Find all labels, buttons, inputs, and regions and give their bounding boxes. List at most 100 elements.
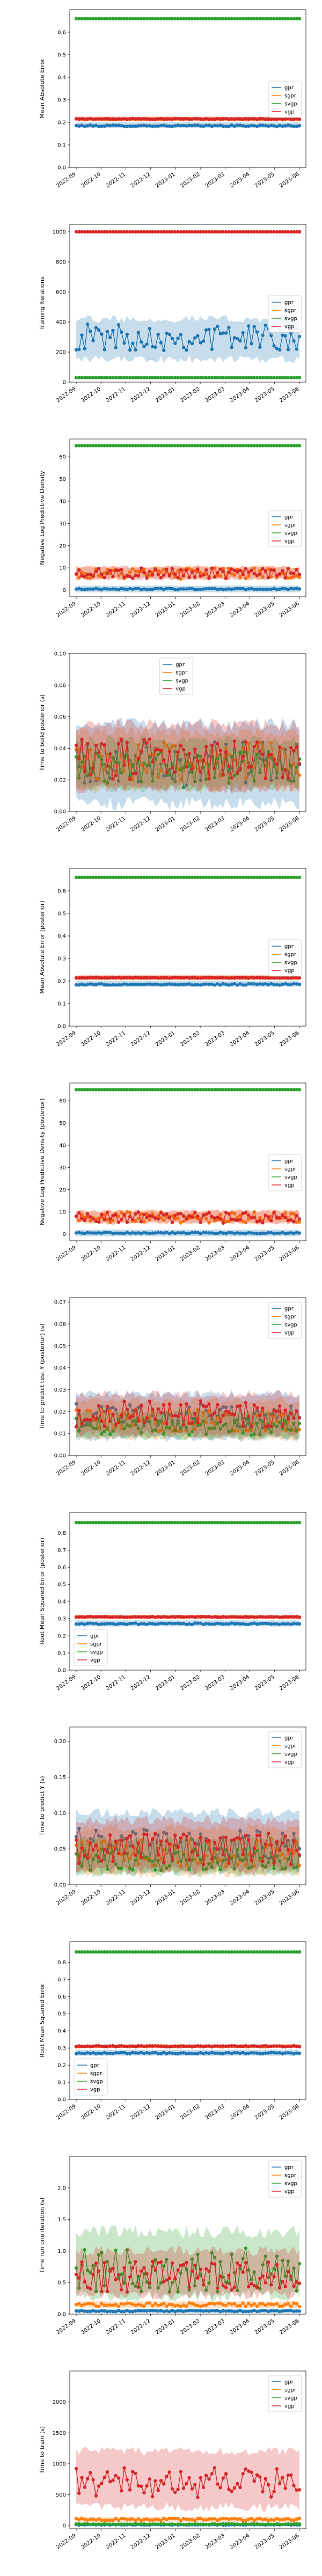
data-point-gpr — [230, 587, 233, 591]
data-point-vgp — [232, 230, 237, 234]
data-point-gpr — [159, 341, 163, 345]
data-point-vgp — [148, 1214, 152, 1218]
data-point-vgp — [156, 230, 160, 234]
data-point-vgp — [216, 230, 219, 234]
data-point-gpr — [232, 124, 237, 128]
data-point-svgp — [83, 376, 86, 379]
data-point-svgp — [252, 376, 256, 379]
data-point-gpr — [207, 2309, 211, 2313]
data-point-svgp — [250, 17, 253, 20]
data-point-gpr — [128, 124, 132, 128]
data-point-svgp — [289, 444, 293, 448]
data-point-gpr — [145, 982, 149, 986]
data-point-gpr — [238, 2051, 242, 2055]
data-point-vgp — [151, 2259, 155, 2264]
data-point-svgp — [85, 444, 90, 448]
data-point-vgp — [145, 741, 149, 745]
data-point-vgp — [247, 765, 251, 769]
data-point-gpr — [136, 1231, 140, 1235]
data-point-sgpr — [136, 2517, 140, 2521]
x-tick-label: 2022-10 — [80, 1674, 102, 1692]
data-point-vgp — [244, 1833, 248, 1838]
data-point-gpr — [162, 123, 166, 127]
data-point-gpr — [201, 587, 206, 591]
data-point-vgp — [213, 1411, 217, 1415]
data-point-vgp — [165, 567, 169, 571]
data-point-vgp — [134, 573, 137, 577]
x-tick-label: 2023-03 — [204, 815, 226, 833]
data-point-vgp — [295, 1409, 298, 1414]
data-point-gpr — [173, 1231, 177, 1235]
data-point-vgp — [128, 2275, 132, 2279]
data-point-gpr — [281, 124, 284, 128]
legend-label-gpr: gpr — [284, 85, 294, 91]
data-point-gpr — [139, 123, 143, 128]
data-point-vgp — [297, 2045, 302, 2048]
data-point-vgp — [244, 230, 248, 234]
data-point-vgp — [151, 118, 155, 121]
data-point-vgp — [134, 772, 137, 775]
data-point-vgp — [187, 752, 191, 756]
data-point-svgp — [190, 770, 194, 774]
data-point-sgpr — [295, 574, 298, 578]
data-point-sgpr — [128, 570, 132, 574]
data-point-vgp — [139, 566, 143, 570]
data-point-gpr — [91, 2309, 95, 2312]
data-point-vgp — [236, 2261, 239, 2265]
data-point-vgp — [122, 117, 126, 121]
data-point-svgp — [136, 875, 140, 880]
data-point-svgp — [281, 17, 284, 20]
data-point-gpr — [210, 347, 214, 351]
data-point-svgp — [264, 875, 267, 880]
data-point-sgpr — [281, 2304, 284, 2308]
data-point-sgpr — [252, 766, 256, 770]
y-tick-label: 2000 — [53, 2399, 66, 2405]
data-point-vgp — [128, 1834, 132, 1838]
data-point-sgpr — [179, 2519, 182, 2523]
data-point-gpr — [103, 983, 106, 987]
data-point-vgp — [238, 568, 242, 573]
data-point-gpr — [122, 341, 126, 345]
x-tick-label: 2023-02 — [179, 2533, 201, 2550]
data-point-sgpr — [116, 2304, 121, 2308]
data-point-gpr — [232, 982, 237, 986]
data-point-svgp — [116, 875, 121, 880]
data-point-svgp — [151, 875, 155, 880]
data-point-gpr — [139, 340, 143, 344]
x-tick-label: 2022-09 — [55, 2103, 77, 2121]
x-tick-label: 2022-09 — [55, 1889, 77, 1906]
y-tick-label: 0.0 — [57, 2312, 66, 2318]
data-point-gpr — [134, 983, 137, 986]
data-point-vgp — [187, 118, 191, 121]
data-point-vgp — [244, 2260, 248, 2265]
data-point-vgp — [120, 230, 123, 234]
y-tick-label: 1000 — [53, 2461, 66, 2467]
data-point-svgp — [139, 780, 143, 784]
data-point-vgp — [122, 575, 126, 579]
data-point-svgp — [100, 757, 104, 762]
data-point-svgp — [232, 376, 237, 379]
data-point-svgp — [277, 444, 282, 448]
data-point-svgp — [295, 444, 298, 448]
y-tick-label: 0.3 — [57, 1616, 66, 1622]
data-point-svgp — [247, 875, 251, 880]
data-point-vgp — [244, 2467, 248, 2471]
data-point-svgp — [297, 875, 302, 880]
data-point-svgp — [272, 376, 276, 379]
x-tick-label: 2023-04 — [229, 2103, 251, 2121]
data-point-gpr — [134, 124, 137, 128]
y-tick-label: 0.1 — [57, 1001, 66, 1007]
data-point-gpr — [289, 124, 293, 128]
data-point-vgp — [244, 740, 248, 744]
x-tick-label: 2023-02 — [179, 2318, 201, 2336]
data-point-vgp — [94, 1843, 98, 1848]
data-point-gpr — [185, 124, 188, 128]
data-point-svgp — [91, 376, 95, 379]
data-point-vgp — [85, 230, 90, 234]
data-point-vgp — [207, 1839, 211, 1842]
data-point-vgp — [136, 756, 140, 760]
data-point-svgp — [181, 444, 186, 448]
data-point-svgp — [297, 376, 302, 379]
data-point-vgp — [103, 230, 106, 234]
